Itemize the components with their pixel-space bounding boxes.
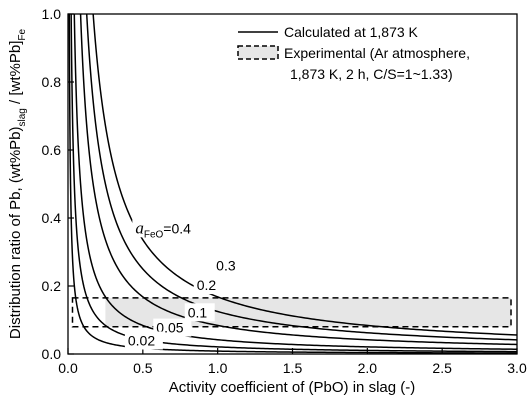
- x-tick-label: 2.5: [432, 360, 452, 376]
- series-line-afeo-0_3: [85, 14, 517, 341]
- curve-label-background: [124, 331, 163, 350]
- legend: Calculated at 1,873 K Experimental (Ar a…: [237, 24, 470, 82]
- curve-label: 0.1: [188, 304, 208, 320]
- y-tick-label: 0.4: [42, 210, 62, 226]
- curve-label-background: [132, 219, 199, 238]
- legend-line-label: Calculated at 1,873 K: [284, 24, 419, 40]
- x-tick-label: 0.5: [133, 360, 153, 376]
- curve-label-background: [184, 303, 215, 322]
- x-tick-label: 3.0: [507, 360, 527, 376]
- curve-label: 0.02: [128, 333, 155, 349]
- y-tick-label: 0.0: [42, 346, 62, 362]
- y-axis-title-prefix: Distribution ratio of Pb, (wt%Pb): [7, 126, 24, 339]
- y-axis-title-middle: / [wt%Pb]: [7, 41, 24, 109]
- x-axis-title: Activity coefficient of (PbO) in slag (-…: [169, 379, 415, 396]
- curve-label-background: [213, 256, 244, 275]
- curve-label: 0.3: [216, 258, 236, 274]
- series-line-afeo-0_05: [70, 14, 517, 353]
- x-tick-label: 2.0: [358, 360, 378, 376]
- y-tick-label: 0.6: [42, 142, 62, 158]
- y-axis-title: Distribution ratio of Pb, (wt%Pb)slag / …: [7, 28, 28, 339]
- legend-box-swatch: [237, 45, 279, 60]
- series-line-afeo-0_1: [73, 14, 517, 350]
- legend-box-label-1: Experimental (Ar atmosphere,: [284, 45, 470, 61]
- x-tick-label: 0.0: [58, 360, 78, 376]
- curve-label: aFeO=0.4: [135, 218, 191, 240]
- y-tick-label: 0.2: [42, 278, 62, 294]
- experimental-region-box: [71, 297, 512, 328]
- y-axis-title-sub1: slag: [17, 108, 28, 126]
- curve-label-background: [193, 276, 224, 295]
- curve-label: 0.05: [156, 320, 183, 336]
- y-axis-title-sub2: Fe: [17, 28, 28, 40]
- curve-label: 0.2: [197, 277, 217, 293]
- plot-frame: [67, 13, 518, 355]
- y-tick-label: 1.0: [42, 6, 62, 22]
- x-tick-label: 1.5: [283, 360, 303, 376]
- y-tick-label: 0.8: [42, 74, 62, 90]
- series-line-afeo-0_02: [68, 14, 517, 354]
- legend-box-label-2: 1,873 K, 2 h, C/S=1~1.33): [290, 66, 453, 82]
- series-line-afeo-0_4: [92, 14, 517, 336]
- x-tick-label: 1.0: [208, 360, 228, 376]
